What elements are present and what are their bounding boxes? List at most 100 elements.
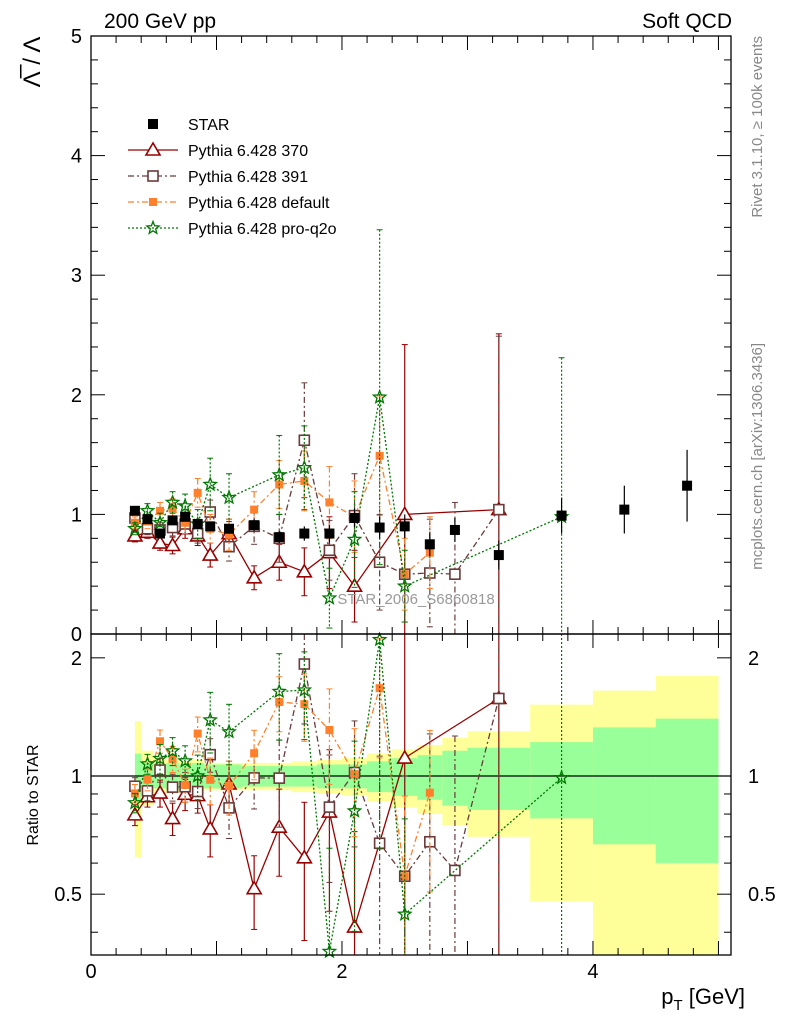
data-point [224,523,235,534]
data-point [151,534,169,549]
series-main-pythia-6-428-391 [129,335,505,635]
legend-marker [147,170,159,182]
legend: STAR Pythia 6.428 370 Pythia 6.428 391 Pyth… [128,117,337,238]
legend-marker [148,119,158,129]
legend-label: Pythia 6.428 370 [188,143,308,160]
data-point [166,781,179,793]
ratio-tick-label-right: 0.5 [748,884,776,906]
legend-item: STAR [148,117,229,134]
data-point [493,692,505,705]
series-main-star [129,449,693,570]
data-point [296,459,313,475]
data-point [325,498,334,507]
data-point [619,504,630,515]
data-point [223,540,235,553]
legend-marker [145,219,161,235]
y-axis-title: Λ̅ / Λ [19,37,46,88]
series-main-pythia-6-428-370 [126,333,508,635]
data-point [371,388,388,404]
data-point [193,488,202,497]
side-label-mcplots: mcplots.cern.ch [arXiv:1306.3436] [749,343,766,570]
data-point [449,568,461,581]
data-point [201,820,219,835]
side-label-rivet: Rivet 3.1.10, ≥ 100k events [749,36,766,218]
data-point [250,749,259,758]
data-point [396,749,414,764]
data-point [164,810,181,825]
data-point [156,506,165,515]
data-point [371,631,388,647]
data-point [493,550,504,561]
data-point [164,494,181,510]
data-point [346,802,363,818]
data-point [129,505,140,516]
y-tick-label: 1 [71,504,82,526]
series-line [134,397,562,601]
data-point [202,711,219,727]
data-point [299,528,310,539]
ratio-panel-frame [90,633,732,956]
x-tick-label: 0 [85,961,96,983]
data-point [189,767,206,783]
series-main-pythia-6-428-pro-q2o [126,229,570,635]
legend-marker [149,198,157,206]
data-point [295,849,313,864]
data-point [321,589,338,605]
data-point [325,726,334,735]
header-right-title: Soft QCD [642,10,732,33]
legend-label: Pythia 6.428 default [188,195,330,212]
data-point [221,723,237,739]
data-point [324,528,335,539]
data-point [181,780,190,789]
y-tick-label: 0 [71,624,82,646]
data-point [126,520,143,536]
data-point [323,801,336,813]
data-point [201,546,219,561]
ratio-band-inner [134,753,142,802]
ratio-band-inner [592,727,656,845]
data-point [225,781,234,790]
main-panel-frame [90,35,732,635]
data-point [205,521,216,532]
data-point [177,497,194,513]
data-point [139,755,156,771]
data-point [374,522,385,533]
ratio-uncertainty-bands [134,675,719,955]
data-point [424,539,435,550]
legend-marker [144,141,162,156]
plot-frames [90,35,732,956]
data-point [155,528,166,539]
series-line [134,639,563,952]
data-point [271,466,288,482]
series-line [134,440,500,575]
data-point [274,532,285,543]
data-point [296,681,313,697]
series-line [134,453,431,576]
y-tick-label: 2 [71,385,82,407]
legend-item: Pythia 6.428 default [128,195,330,212]
series-layer [126,229,693,959]
ratio-tick-label-left: 2 [71,648,82,670]
y-tick-label: 5 [71,26,82,48]
data-point [400,570,409,579]
data-point [177,752,194,768]
data-point [139,502,156,518]
x-tick-label: 4 [587,961,598,983]
ratio-y-axis-title: Ratio to STAR [25,744,42,845]
legend-label: Pythia 6.428 391 [188,169,308,186]
data-point [152,514,168,530]
data-point [375,684,384,693]
data-point [271,683,288,699]
data-point [349,512,360,523]
data-point [221,489,237,505]
legend-item: Pythia 6.428 pro-q2o [128,219,337,238]
data-point [142,514,153,525]
data-point [396,906,413,921]
data-point [323,544,336,557]
legend-item: Pythia 6.428 370 [128,141,308,160]
data-point [295,563,313,578]
data-point [245,569,263,584]
data-point [682,480,693,491]
data-point [143,775,152,784]
